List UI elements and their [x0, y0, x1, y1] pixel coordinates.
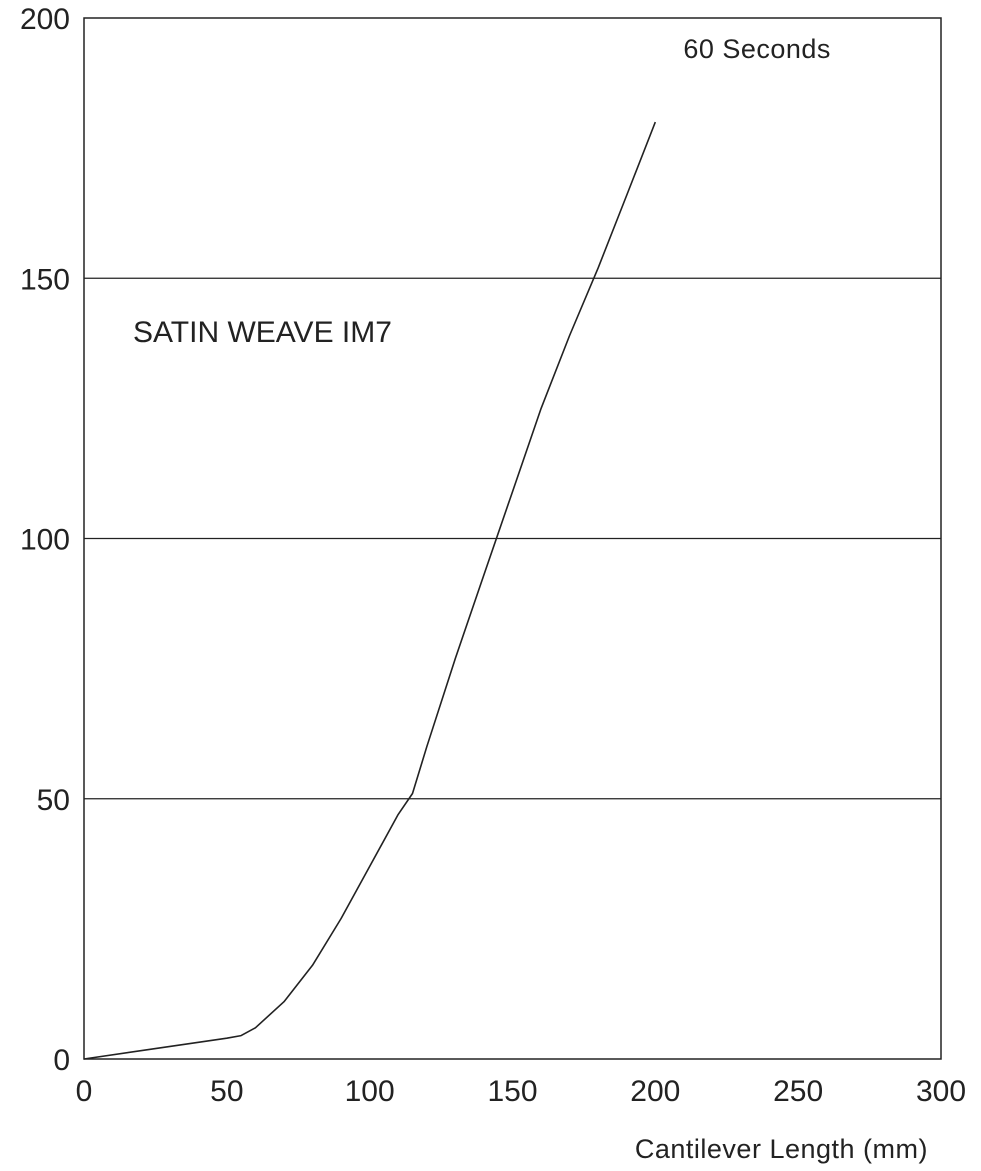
x-tick-labels: 0 50 100 150 200 250 300: [76, 1075, 966, 1108]
y-tick-labels: 0 50 100 150 200: [20, 3, 70, 1077]
y-tick-label-150: 150: [20, 263, 70, 296]
series-label-0: 60 Seconds: [683, 34, 831, 64]
grid-lines: [84, 277, 941, 800]
annotation-satin-weave: SATIN WEAVE IM7: [133, 316, 392, 349]
plot-frame: [83, 17, 942, 1060]
y-tick-label-0: 0: [53, 1044, 70, 1077]
x-tick-label-0: 0: [76, 1075, 93, 1108]
x-tick-label-300: 300: [916, 1075, 966, 1108]
y-tick-label-100: 100: [20, 524, 70, 557]
y-tick-label-200: 200: [20, 3, 70, 36]
x-tick-label-50: 50: [210, 1075, 243, 1108]
x-tick-label-200: 200: [630, 1075, 680, 1108]
x-tick-label-250: 250: [773, 1075, 823, 1108]
x-tick-label-100: 100: [345, 1075, 395, 1108]
x-tick-label-150: 150: [487, 1075, 537, 1108]
y-tick-label-50: 50: [37, 784, 70, 817]
x-axis-title: Cantilever Length (mm): [635, 1134, 928, 1164]
series-line-0: [83, 121, 657, 1060]
series-lines: 60 Seconds: [83, 34, 831, 1060]
